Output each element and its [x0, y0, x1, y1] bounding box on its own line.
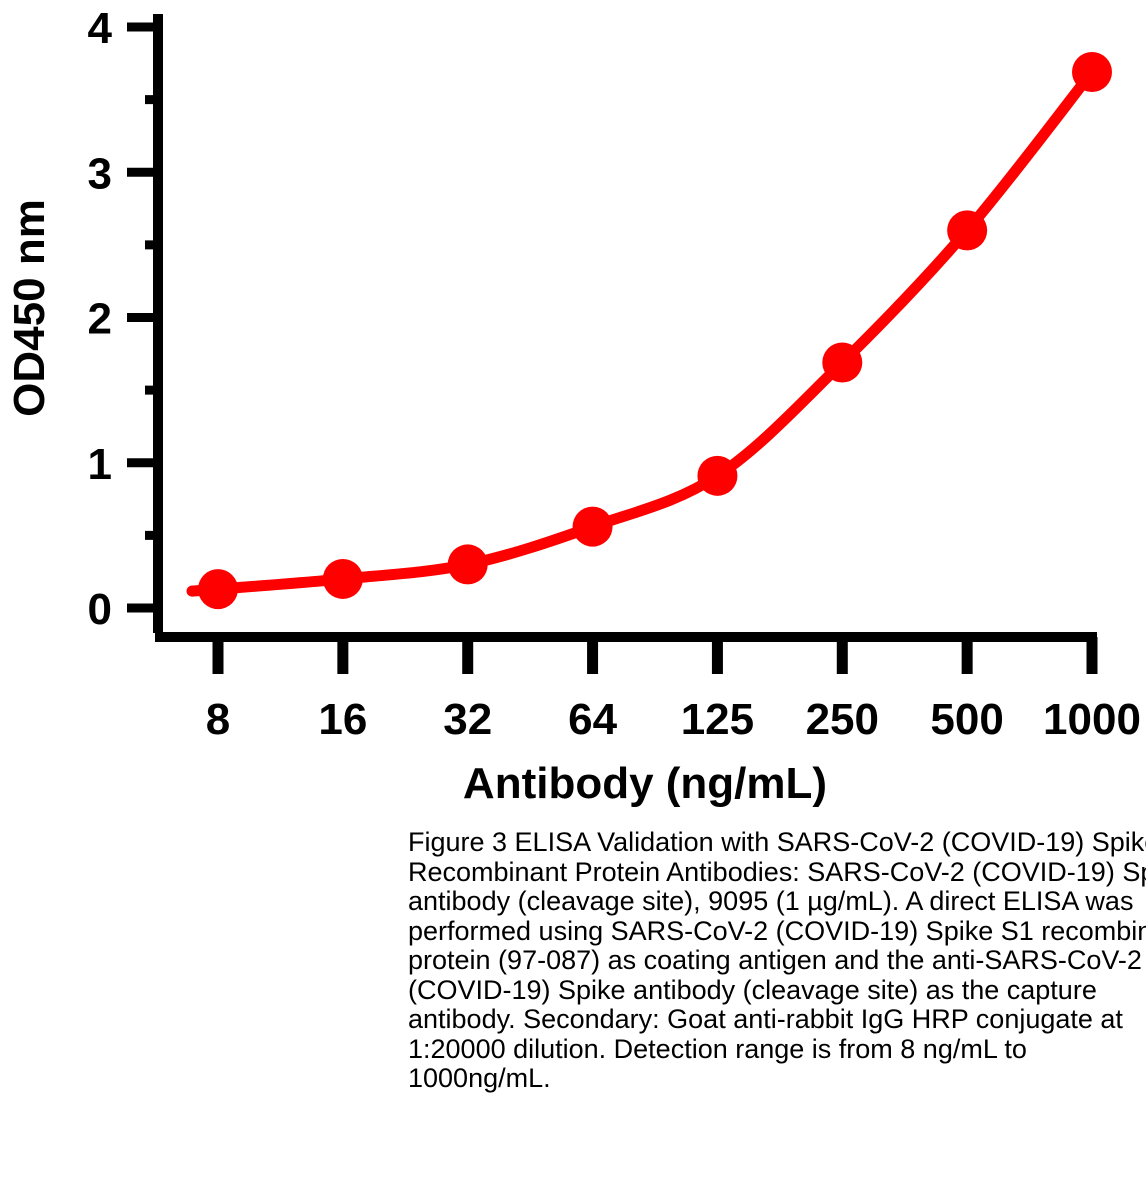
- data-point: [697, 455, 738, 496]
- caption-line: performed using SARS-CoV-2 (COVID-19) Sp…: [408, 915, 1146, 946]
- y-tick-label: 1: [88, 440, 112, 489]
- x-tick-label: 125: [681, 695, 754, 744]
- data-point: [198, 569, 238, 610]
- data-point: [822, 342, 863, 383]
- y-ticks: 0 1 2 3 4: [88, 4, 158, 634]
- caption-line: protein (97-087) as coating antigen and …: [408, 945, 1142, 975]
- x-tick-label: 32: [443, 695, 492, 744]
- elisa-line-chart: 0 1 2 3 4 8 16 32 64 125 250 500 1000 Antibody (ng/…: [5, 4, 1141, 808]
- caption-line: 1:20000 dilution. Detection range is fro…: [408, 1033, 1027, 1064]
- caption-line: antibody (cleavage site), 9095 (1 µg/mL)…: [408, 886, 1134, 916]
- data-point: [1072, 52, 1112, 93]
- x-tick-label: 64: [568, 695, 617, 744]
- x-tick-label: 250: [806, 695, 879, 744]
- y-tick-label: 2: [88, 295, 112, 344]
- caption-line: antibody. Secondary: Goat anti-rabbit Ig…: [408, 1004, 1123, 1034]
- x-tick-label: 16: [318, 695, 367, 744]
- x-tick-label: 500: [930, 695, 1003, 744]
- x-ticks: 8 16 32 64 125 250 500 1000: [206, 637, 1141, 744]
- y-tick-label: 3: [88, 149, 112, 198]
- caption-line: 1000ng/mL.: [408, 1063, 551, 1093]
- x-axis-label: Antibody (ng/mL): [463, 759, 827, 808]
- figure-caption: Figure 3 ELISA Validation with SARS-CoV-…: [408, 827, 1146, 1094]
- y-axis-label: OD450 nm: [5, 199, 54, 417]
- y-tick-label: 4: [88, 4, 113, 53]
- data-point: [447, 544, 488, 585]
- x-tick-label: 1000: [1043, 695, 1141, 744]
- data-point: [572, 506, 613, 547]
- x-tick-label: 8: [206, 695, 230, 744]
- caption-line: Figure 3 ELISA Validation with SARS-CoV-…: [408, 827, 1146, 857]
- data-point: [322, 558, 363, 599]
- series-line: [186, 66, 1098, 597]
- series: [186, 52, 1112, 610]
- y-tick-label: 0: [88, 585, 112, 634]
- data-point: [947, 210, 988, 251]
- caption-line: (COVID-19) Spike antibody (cleavage site…: [408, 974, 1097, 1005]
- axes: [153, 14, 1097, 642]
- caption-line: Recombinant Protein Antibodies: SARS-CoV…: [408, 856, 1146, 887]
